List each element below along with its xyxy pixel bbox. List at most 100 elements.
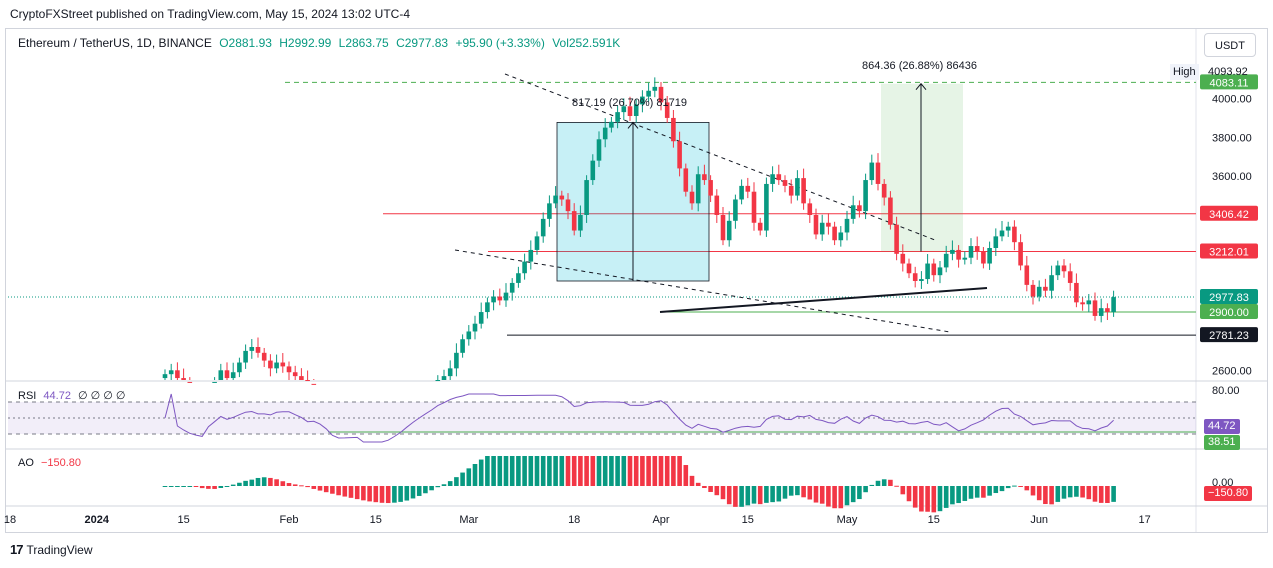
rsi-label[interactable]: RSI xyxy=(18,390,37,402)
candle-body xyxy=(584,180,589,215)
ao-bar xyxy=(540,456,546,486)
ao-bar xyxy=(857,486,862,500)
candle-body xyxy=(875,162,881,184)
tradingview-footer[interactable]: 17 TradingView xyxy=(10,542,93,557)
high-label: High xyxy=(1170,64,1199,80)
candle-body xyxy=(1067,271,1073,283)
upper-wedge-line xyxy=(504,73,936,241)
candle-body xyxy=(466,331,472,340)
ao-bar xyxy=(175,486,180,487)
ao-bar xyxy=(838,486,844,509)
price-tag-2977.83 xyxy=(1200,288,1258,304)
ao-bar xyxy=(423,486,428,494)
ao-bar xyxy=(305,486,310,488)
ao-bar xyxy=(280,481,286,486)
ao-bar xyxy=(615,456,620,486)
ao-bar xyxy=(974,486,980,498)
candle-body xyxy=(578,215,583,231)
ao-bar xyxy=(646,456,651,486)
ao-bar xyxy=(330,486,335,494)
candle-body xyxy=(999,230,1005,237)
x-tick-label: Apr xyxy=(652,514,669,526)
candle-body xyxy=(454,352,459,369)
candle-body xyxy=(844,218,850,233)
candle-body xyxy=(1105,308,1110,313)
ao-bar xyxy=(224,486,230,487)
ao-bar xyxy=(733,486,738,507)
candle-body xyxy=(255,347,261,353)
rsi-band xyxy=(8,402,1196,434)
ao-bar xyxy=(881,479,887,486)
candle-body xyxy=(894,224,899,254)
x-tick-label: 15 xyxy=(177,514,189,526)
ao-bar xyxy=(286,483,292,486)
ao-bar xyxy=(392,486,397,503)
candle-body xyxy=(677,141,682,169)
legend-symbol[interactable]: Ethereum / TetherUS, 1D, BINANCE xyxy=(18,36,212,50)
candle-body xyxy=(602,127,608,140)
y-tick-label: 3600.00 xyxy=(1212,171,1252,183)
ao-bar xyxy=(999,486,1005,492)
candle-body xyxy=(720,215,726,241)
candle-body xyxy=(726,220,732,241)
ao-bar xyxy=(658,456,664,486)
candle-body xyxy=(912,273,918,281)
ao-bar xyxy=(726,486,732,505)
ao-bar xyxy=(962,486,968,501)
candle-body xyxy=(1098,308,1104,316)
candle-body xyxy=(683,168,689,192)
ao-bar xyxy=(702,486,707,489)
ao-bar xyxy=(875,480,881,486)
candle-body xyxy=(596,139,602,161)
ao-bar xyxy=(404,486,410,501)
candle-body xyxy=(447,368,453,377)
ao-bar xyxy=(720,486,726,500)
x-tick-label: 2024 xyxy=(85,514,110,526)
ao-bar xyxy=(237,482,242,486)
ao-bar xyxy=(361,486,366,501)
ao-bar xyxy=(888,479,893,486)
candle-body xyxy=(782,180,788,186)
ao-label[interactable]: AO xyxy=(18,457,34,469)
legend-open: O2881.93 xyxy=(219,36,272,50)
candle-body xyxy=(280,362,286,367)
ao-bar xyxy=(627,456,633,486)
ao-bar xyxy=(168,486,174,487)
candle-body xyxy=(863,180,868,212)
ao-bar xyxy=(906,486,912,502)
candle-body xyxy=(181,378,186,380)
ao-bar xyxy=(1061,486,1067,499)
candle-body xyxy=(733,199,738,221)
currency-button[interactable]: USDT xyxy=(1204,33,1256,57)
candle-body xyxy=(931,263,937,276)
candle-body xyxy=(249,347,255,351)
ao-bar xyxy=(1012,485,1017,487)
ao-bar xyxy=(268,477,273,486)
ao-bar xyxy=(640,456,645,486)
candle-body xyxy=(795,178,800,196)
candle-body xyxy=(881,183,887,198)
ao-bar xyxy=(968,486,974,499)
ao-bar xyxy=(472,464,478,486)
candle-body xyxy=(832,226,837,241)
ao-bar xyxy=(193,486,199,487)
ao-bar xyxy=(596,456,602,486)
candle-body xyxy=(652,86,658,91)
measure-arrowhead-2 xyxy=(915,82,927,91)
ao-bar xyxy=(1043,486,1048,505)
rsi-legend: RSI 44.72 ∅ ∅ ∅ ∅ xyxy=(18,389,126,402)
candle-body xyxy=(943,253,949,268)
rsi-extras: ∅ ∅ ∅ ∅ xyxy=(78,390,126,402)
candle-body xyxy=(869,162,875,181)
ao-bar xyxy=(652,456,658,486)
ao-bar xyxy=(336,486,341,496)
candle-body xyxy=(739,185,744,200)
ao-bar xyxy=(919,486,924,512)
candle-body xyxy=(609,121,614,128)
ao-bar xyxy=(534,456,540,486)
price-tag-2781.23 xyxy=(1200,327,1258,343)
measure-box-2 xyxy=(881,83,963,252)
support-trend-line xyxy=(659,287,988,313)
candle-body xyxy=(658,86,664,103)
